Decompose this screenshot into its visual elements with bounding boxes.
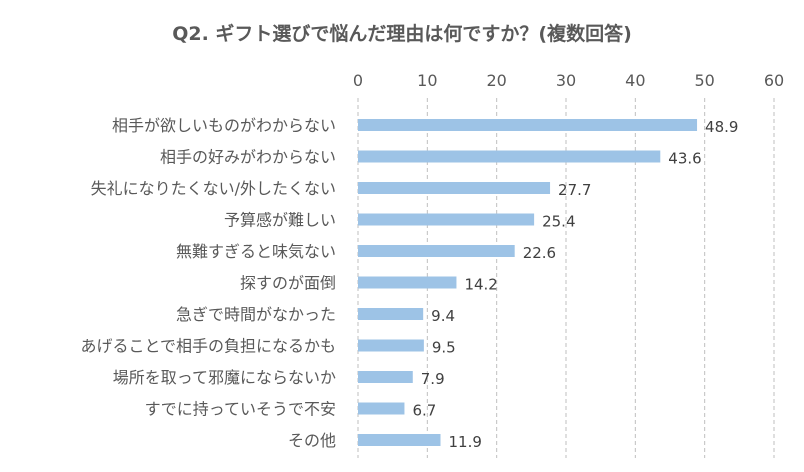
category-label: 無難すぎると味気ない <box>176 242 336 261</box>
data-label: 25.4 <box>542 213 575 231</box>
category-label: 探すのが面倒 <box>240 274 336 293</box>
data-labels: 48.943.6 27.7 25.4 22.6 14.2 9.4 9.5 7.9 6.7 11.9 <box>412 118 738 451</box>
category-label: 場所を取って邪魔にならないか <box>113 368 336 387</box>
category-label: あげることで相手の負担になるかも <box>80 337 336 356</box>
category-label: 急ぎで時間がなかった <box>176 305 336 324</box>
x-tick-label: 20 <box>486 71 506 90</box>
data-label: 11.9 <box>449 433 482 451</box>
x-axis-ticks: 0 10 20 30 40 50 60 <box>353 71 784 90</box>
bars <box>358 119 698 446</box>
bar <box>358 339 424 352</box>
category-label: すでに持っていそうで不安 <box>145 400 336 419</box>
category-label: 予算感が難しい <box>224 211 336 230</box>
data-label: 48.9 <box>705 118 738 136</box>
bar <box>358 371 413 383</box>
chart-title: Q2. ギフト選びで悩んだ理由は何ですか？(複数回答) <box>172 22 632 45</box>
data-label: 7.9 <box>421 370 445 388</box>
category-label: 失礼になりたくない/外したくない <box>91 179 336 198</box>
bar <box>358 213 535 226</box>
category-label: 相手の好みがわからない <box>160 148 336 167</box>
data-label: 9.4 <box>431 307 455 325</box>
x-tick-label: 30 <box>556 71 576 90</box>
data-label: 22.6 <box>523 244 556 262</box>
x-tick-label: 10 <box>417 71 437 90</box>
data-label: 9.5 <box>432 339 456 357</box>
x-tick-label: 50 <box>694 71 714 90</box>
category-labels: 相手が欲しいものがわからない相手の好みがわからない失礼になりたくない/外したくな… <box>80 116 336 450</box>
bar <box>358 245 515 257</box>
bar <box>358 308 424 320</box>
x-tick-label: 40 <box>625 71 645 90</box>
category-label: その他 <box>288 431 336 450</box>
data-label: 6.7 <box>412 402 436 420</box>
bar <box>358 434 441 446</box>
data-label: 14.2 <box>464 276 497 294</box>
data-label: 27.7 <box>558 181 591 199</box>
bar <box>358 276 457 289</box>
data-label: 43.6 <box>668 150 701 168</box>
category-label: 相手が欲しいものがわからない <box>112 116 336 135</box>
x-tick-label: 60 <box>764 71 784 90</box>
bar <box>358 119 698 131</box>
bar <box>358 150 661 163</box>
bar <box>358 182 551 194</box>
x-tick-label: 0 <box>353 71 363 90</box>
bar <box>358 402 405 415</box>
